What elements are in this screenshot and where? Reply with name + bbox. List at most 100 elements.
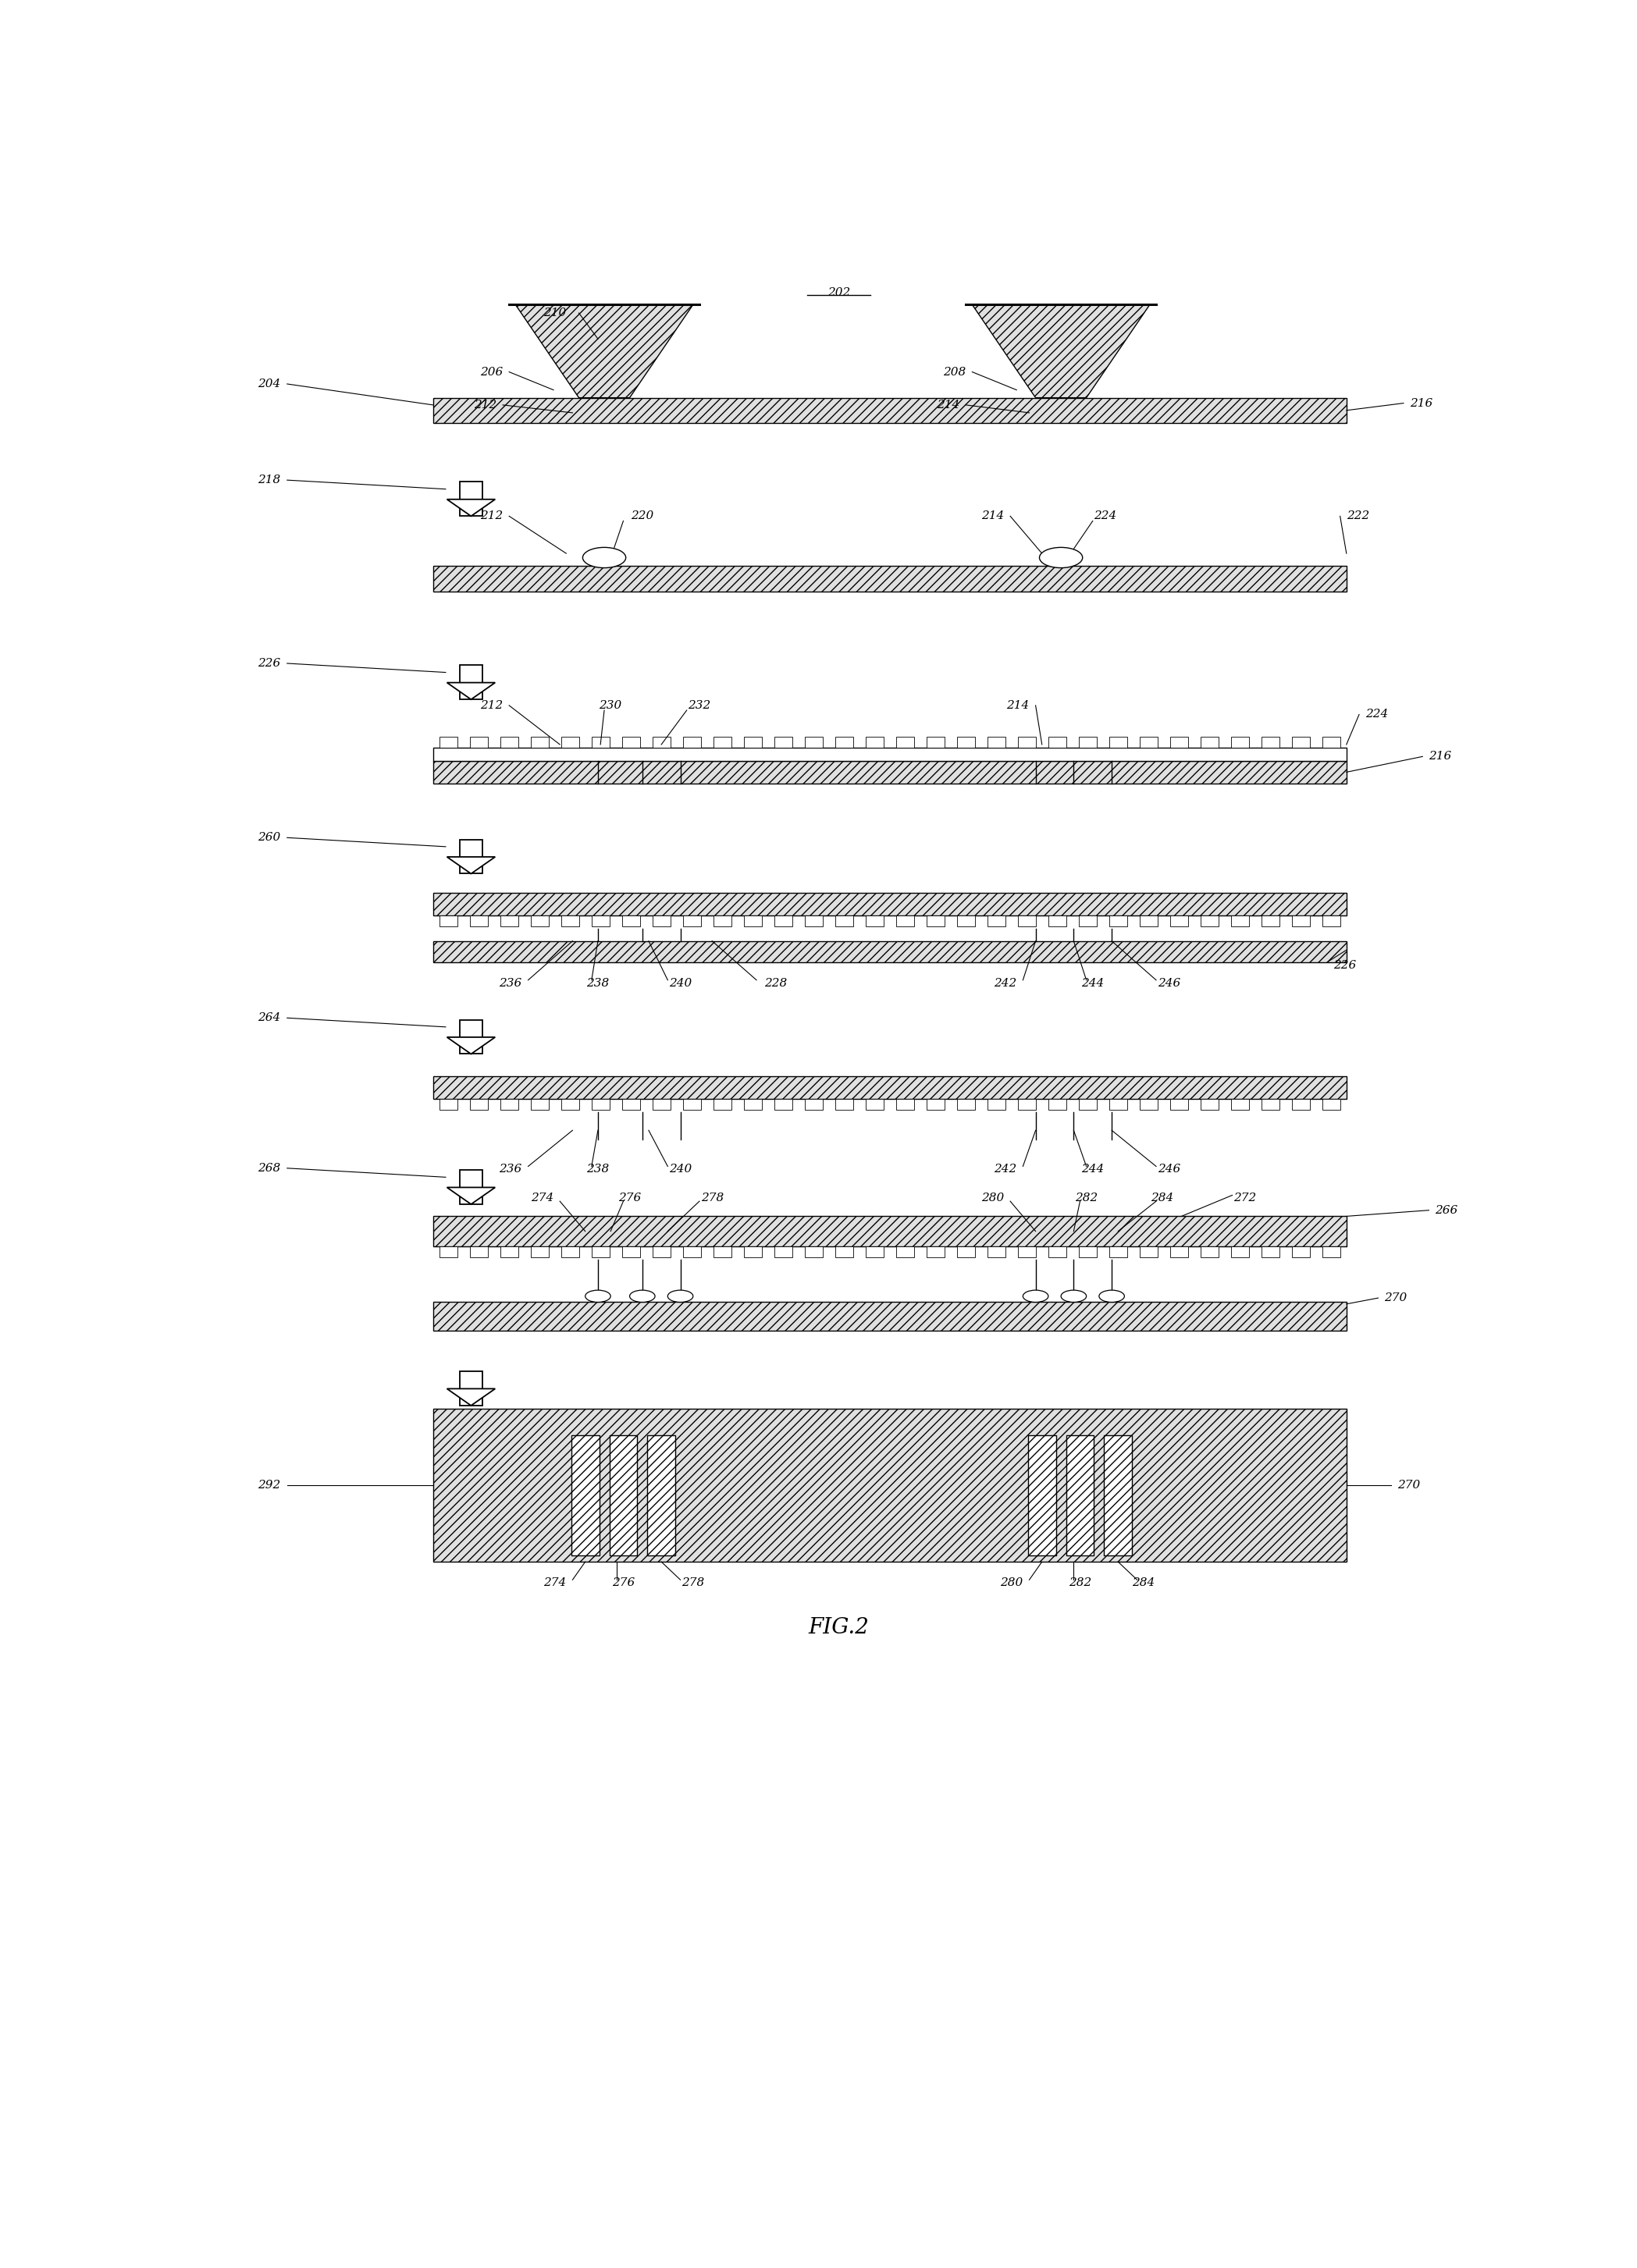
Bar [1292, 1247, 1310, 1256]
Bar [432, 760, 1347, 782]
Bar [470, 1247, 488, 1256]
Bar [1200, 916, 1218, 928]
Text: 246: 246 [1157, 978, 1180, 989]
Bar [1262, 737, 1278, 748]
Bar [622, 916, 640, 928]
Text: 212: 212 [473, 399, 496, 411]
Bar [1018, 1100, 1036, 1109]
Bar [501, 1247, 517, 1256]
Bar [470, 737, 488, 748]
Text: 242: 242 [994, 1163, 1017, 1175]
Text: 272: 272 [1234, 1193, 1256, 1204]
Bar [1048, 916, 1066, 928]
Bar [432, 941, 1347, 962]
Text: 282: 282 [1069, 1576, 1092, 1588]
Bar [1170, 1100, 1188, 1109]
Text: 292: 292 [259, 1479, 282, 1490]
Bar [835, 916, 853, 928]
Bar [743, 737, 761, 748]
Bar [743, 1247, 761, 1256]
Bar [743, 1100, 761, 1109]
Bar [1110, 1247, 1126, 1256]
Bar [835, 737, 853, 748]
Circle shape [630, 1290, 655, 1302]
Bar [987, 1100, 1005, 1109]
Bar [1200, 1100, 1218, 1109]
Bar [1110, 1100, 1126, 1109]
Polygon shape [447, 857, 494, 873]
Text: 246: 246 [1157, 1163, 1180, 1175]
Bar [774, 1100, 792, 1109]
Text: 278: 278 [681, 1576, 704, 1588]
Text: 210: 210 [543, 308, 566, 318]
Bar [432, 1077, 1347, 1100]
Bar [1231, 737, 1249, 748]
Bar [653, 737, 670, 748]
Bar [1048, 1247, 1066, 1256]
Bar [1292, 737, 1310, 748]
Bar [958, 1247, 974, 1256]
Bar [1292, 1100, 1310, 1109]
Text: 226: 226 [1334, 959, 1357, 971]
Bar [1231, 1100, 1249, 1109]
Text: 278: 278 [701, 1193, 724, 1204]
Bar [571, 1436, 599, 1556]
Bar [805, 916, 822, 928]
Bar [1066, 1436, 1094, 1556]
Bar [1231, 916, 1249, 928]
Text: 214: 214 [936, 399, 959, 411]
Bar [1018, 737, 1036, 748]
Bar [1200, 1247, 1218, 1256]
Bar [622, 737, 640, 748]
Bar [647, 1436, 676, 1556]
Bar [683, 1100, 701, 1109]
Bar [987, 1247, 1005, 1256]
Bar [439, 916, 457, 928]
Bar [591, 1247, 609, 1256]
Text: 216: 216 [1409, 397, 1432, 408]
Text: 284: 284 [1133, 1576, 1154, 1588]
Text: 212: 212 [480, 510, 503, 522]
Text: 224: 224 [1094, 510, 1116, 522]
Bar [987, 916, 1005, 928]
Bar [432, 397, 1347, 424]
Text: 228: 228 [764, 978, 787, 989]
Text: 238: 238 [586, 1163, 609, 1175]
Bar [1139, 916, 1157, 928]
Bar [866, 916, 884, 928]
Circle shape [1023, 1290, 1048, 1302]
Bar [805, 1247, 822, 1256]
Bar [1262, 916, 1278, 928]
Text: 260: 260 [259, 832, 282, 844]
Bar [683, 737, 701, 748]
Bar [1200, 737, 1218, 748]
Text: 224: 224 [1365, 710, 1388, 719]
Text: 244: 244 [1082, 1163, 1103, 1175]
Bar [591, 737, 609, 748]
Bar [835, 1100, 853, 1109]
Bar [1323, 737, 1341, 748]
Polygon shape [972, 304, 1149, 397]
Bar [1139, 737, 1157, 748]
Text: 232: 232 [688, 701, 710, 710]
Bar [1323, 1247, 1341, 1256]
Circle shape [586, 1290, 611, 1302]
Bar [805, 1100, 822, 1109]
Bar [432, 567, 1347, 592]
Bar [987, 737, 1005, 748]
Text: 226: 226 [259, 658, 282, 669]
Text: 264: 264 [259, 1012, 282, 1023]
Bar [805, 737, 822, 748]
Bar [470, 1100, 488, 1109]
Text: 270: 270 [1398, 1479, 1419, 1490]
Bar [432, 1408, 1347, 1563]
Bar [460, 481, 483, 517]
Bar [1018, 1247, 1036, 1256]
Bar [460, 1170, 483, 1204]
Polygon shape [447, 1388, 494, 1406]
Text: 208: 208 [943, 367, 966, 376]
Bar [927, 737, 945, 748]
Bar [1110, 737, 1126, 748]
Bar [895, 1247, 913, 1256]
Bar [501, 737, 517, 748]
